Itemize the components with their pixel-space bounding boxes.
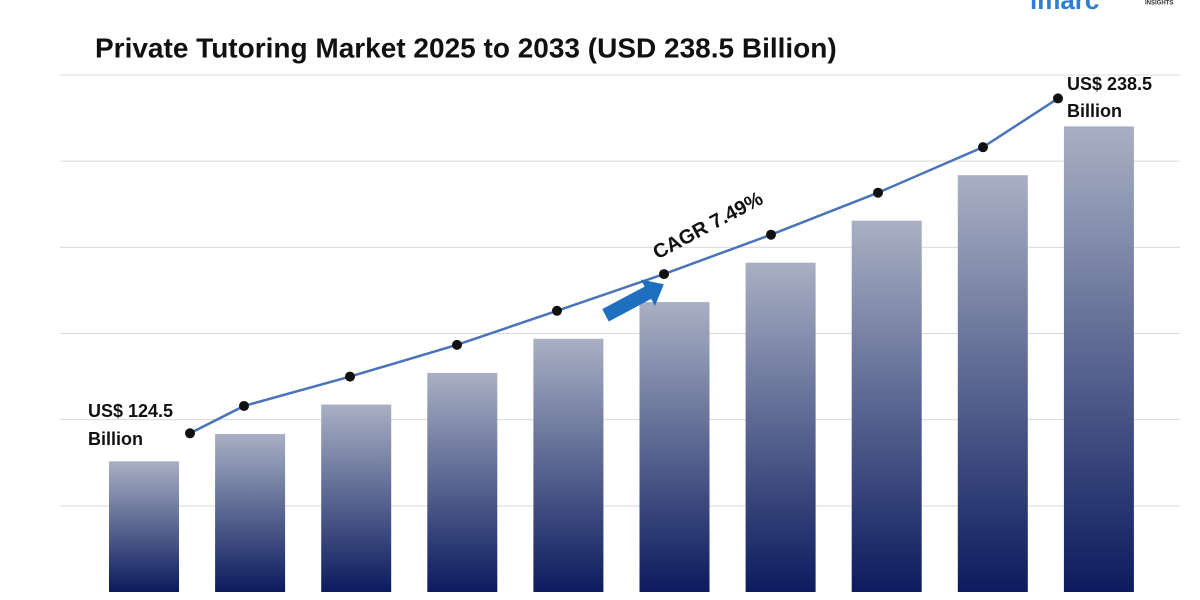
trend-dot	[552, 305, 562, 316]
trend-dot	[185, 428, 195, 439]
logo-sub: INSIGHTS	[1145, 1, 1173, 7]
trend-dot	[659, 269, 669, 280]
bar	[321, 404, 392, 592]
bar	[1063, 126, 1134, 592]
cagr-label: CAGR 7.49%	[649, 188, 766, 264]
logo: imarc	[1030, 0, 1099, 15]
end-label: Billion	[1067, 101, 1122, 121]
trend-line	[189, 97, 1059, 435]
bar	[851, 220, 922, 592]
bar	[427, 372, 498, 592]
chart-title: Private Tutoring Market 2025 to 2033 (US…	[95, 32, 837, 63]
end-label: US$ 238.5	[1067, 74, 1152, 94]
cagr-arrow	[602, 279, 664, 322]
start-label: Billion	[88, 429, 143, 449]
bar	[639, 302, 710, 592]
start-label: US$ 124.5	[88, 401, 173, 421]
trend-dot	[766, 229, 776, 240]
trend-dot	[1053, 93, 1063, 104]
bar	[109, 461, 179, 592]
bar	[215, 433, 286, 592]
bar	[533, 338, 604, 592]
trend-dot	[345, 371, 355, 382]
trend-dot	[239, 400, 249, 411]
bar	[957, 175, 1028, 592]
trend-dot	[873, 187, 883, 198]
trend-dot	[452, 339, 462, 350]
bar	[745, 262, 816, 592]
trend-dot	[978, 142, 988, 153]
